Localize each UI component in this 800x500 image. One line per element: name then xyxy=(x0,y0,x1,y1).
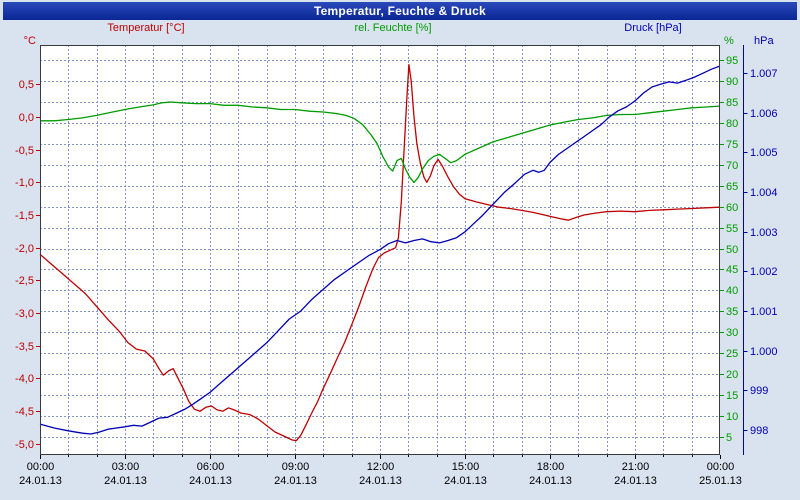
svg-text:03:00: 03:00 xyxy=(112,461,140,473)
svg-text:-5,0: -5,0 xyxy=(15,439,34,451)
axis-humidity: 95 90 85 80 75 70 65 60 55 50 45 40 35 30 25 20 15 10 5 xyxy=(720,55,738,444)
axis-time: 00:00 24.01.13 03:00 24.01.13 06:00 24.01.13 0… xyxy=(19,455,742,487)
svg-text:18:00: 18:00 xyxy=(537,461,565,473)
svg-text:95: 95 xyxy=(726,55,738,67)
svg-text:-3,5: -3,5 xyxy=(15,341,34,353)
svg-text:24.01.13: 24.01.13 xyxy=(104,475,147,487)
svg-text:1.001: 1.001 xyxy=(750,306,778,318)
svg-text:1.002: 1.002 xyxy=(750,266,778,278)
unit-percent: % xyxy=(724,35,734,47)
svg-text:1.004: 1.004 xyxy=(750,187,778,199)
svg-text:24.01.13: 24.01.13 xyxy=(529,475,572,487)
legend-temperature: Temperatur [°C] xyxy=(107,22,185,34)
svg-text:50: 50 xyxy=(726,244,738,256)
svg-text:-1,5: -1,5 xyxy=(15,210,34,222)
svg-text:-2,0: -2,0 xyxy=(15,243,34,255)
svg-text:0,0: 0,0 xyxy=(19,112,34,124)
svg-text:1.003: 1.003 xyxy=(750,227,778,239)
svg-text:15:00: 15:00 xyxy=(452,461,480,473)
window-title: Temperatur, Feuchte & Druck xyxy=(314,4,486,18)
svg-text:60: 60 xyxy=(726,202,738,214)
svg-text:40: 40 xyxy=(726,285,738,297)
svg-text:45: 45 xyxy=(726,264,738,276)
window-title-bar: Temperatur, Feuchte & Druck xyxy=(3,2,797,20)
svg-text:1.006: 1.006 xyxy=(750,108,778,120)
svg-text:1.007: 1.007 xyxy=(750,68,778,80)
legend-pressure: Druck [hPa] xyxy=(624,22,682,34)
svg-text:70: 70 xyxy=(726,160,738,172)
svg-text:00:00: 00:00 xyxy=(707,461,735,473)
svg-text:30: 30 xyxy=(726,327,738,339)
svg-text:24.01.13: 24.01.13 xyxy=(189,475,232,487)
svg-text:06:00: 06:00 xyxy=(197,461,225,473)
series-pressure xyxy=(39,65,721,435)
svg-text:1.005: 1.005 xyxy=(750,147,778,159)
plot-border xyxy=(40,45,720,455)
svg-text:-0,5: -0,5 xyxy=(15,145,34,157)
svg-text:-4,0: -4,0 xyxy=(15,373,34,385)
svg-text:24.01.13: 24.01.13 xyxy=(614,475,657,487)
svg-text:15: 15 xyxy=(726,390,738,402)
svg-text:0,5: 0,5 xyxy=(19,79,34,91)
svg-text:75: 75 xyxy=(726,139,738,151)
svg-text:-2,5: -2,5 xyxy=(15,275,34,287)
svg-text:24.01.13: 24.01.13 xyxy=(274,475,317,487)
svg-text:998: 998 xyxy=(750,425,768,437)
svg-text:80: 80 xyxy=(726,118,738,130)
svg-text:12:00: 12:00 xyxy=(367,461,395,473)
svg-text:00:00: 00:00 xyxy=(27,461,55,473)
gridlines xyxy=(40,45,720,455)
svg-text:35: 35 xyxy=(726,306,738,318)
svg-text:24.01.13: 24.01.13 xyxy=(19,475,62,487)
legend-humidity: rel. Feuchte [%] xyxy=(354,22,432,34)
svg-text:21:00: 21:00 xyxy=(622,461,650,473)
axis-pressure: 1.007 1.006 1.005 1.004 1.003 1.002 1.001 1.000… xyxy=(743,45,778,455)
svg-text:5: 5 xyxy=(726,432,732,444)
axis-temperature: 0,5 0,0 -0,5 -1,0 -1,5 -2,0 -2,5 -3,0 -3,5 -4,0 -4… xyxy=(15,79,40,451)
svg-text:-3,0: -3,0 xyxy=(15,308,34,320)
svg-text:20: 20 xyxy=(726,369,738,381)
svg-text:-1,0: -1,0 xyxy=(15,177,34,189)
svg-text:24.01.13: 24.01.13 xyxy=(359,475,402,487)
svg-text:09:00: 09:00 xyxy=(282,461,310,473)
unit-celsius: °C xyxy=(23,35,36,47)
svg-text:55: 55 xyxy=(726,223,738,235)
unit-hpa: hPa xyxy=(754,35,774,47)
svg-text:-4,5: -4,5 xyxy=(15,406,34,418)
svg-text:999: 999 xyxy=(750,385,768,397)
svg-text:90: 90 xyxy=(726,76,738,88)
svg-text:1.000: 1.000 xyxy=(750,346,778,358)
series-humidity xyxy=(40,101,721,184)
series-temperature xyxy=(39,63,721,442)
svg-text:65: 65 xyxy=(726,181,738,193)
svg-text:25.01.13: 25.01.13 xyxy=(699,475,742,487)
svg-text:85: 85 xyxy=(726,97,738,109)
svg-text:10: 10 xyxy=(726,411,738,423)
svg-text:25: 25 xyxy=(726,348,738,360)
svg-text:24.01.13: 24.01.13 xyxy=(444,475,487,487)
